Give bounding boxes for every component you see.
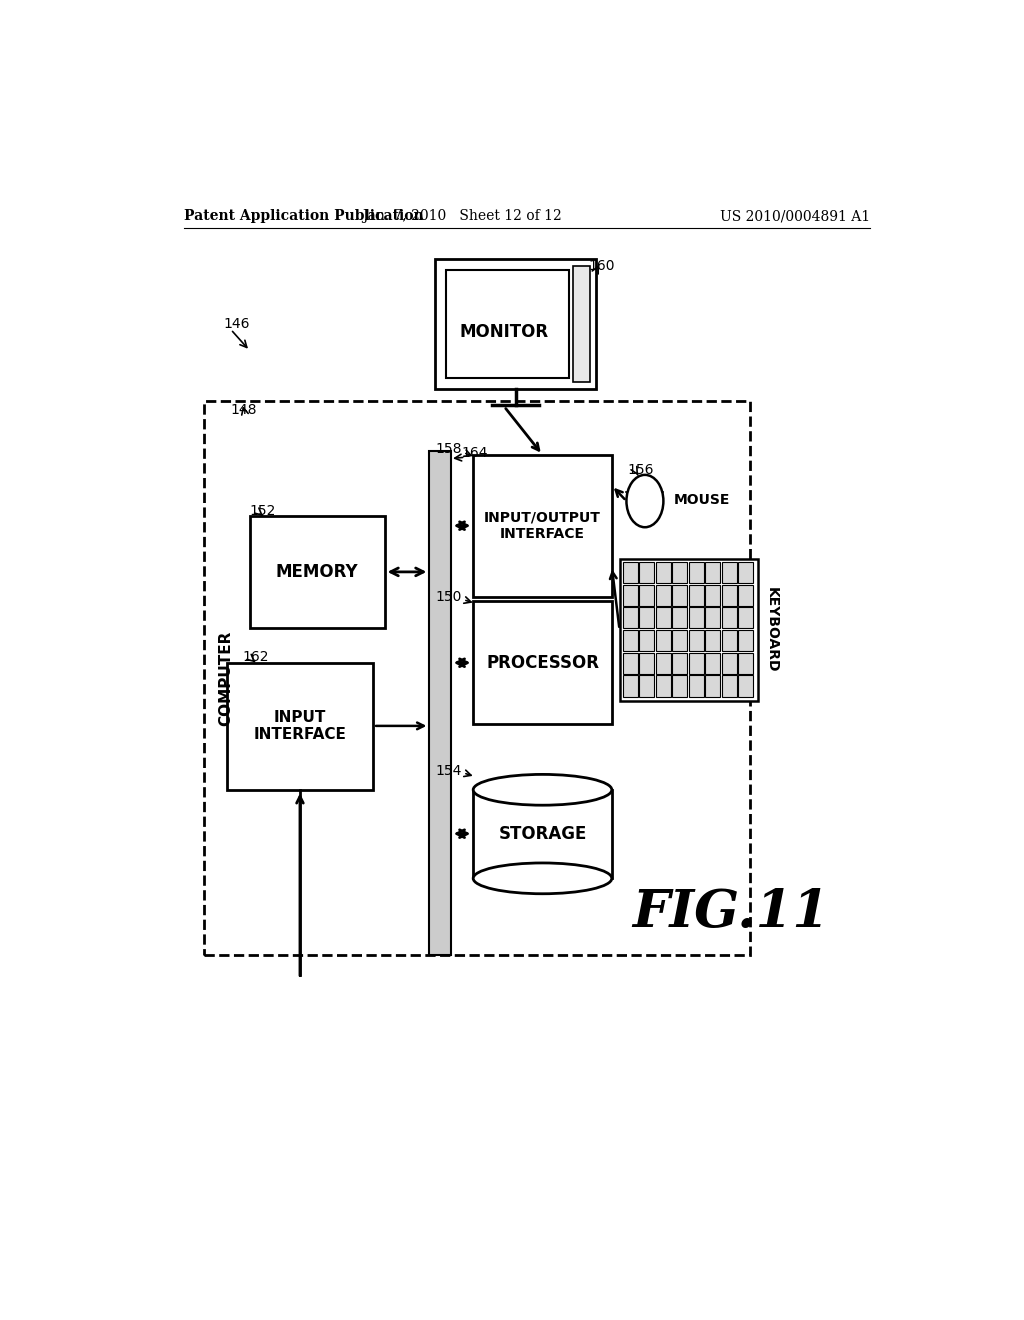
Bar — [672, 630, 687, 651]
Text: FIG.11: FIG.11 — [633, 887, 829, 939]
Text: 146: 146 — [223, 317, 250, 331]
Bar — [623, 607, 638, 628]
Bar — [226, 663, 373, 789]
Bar — [473, 601, 611, 725]
Text: INPUT/OUTPUT
INTERFACE: INPUT/OUTPUT INTERFACE — [484, 511, 601, 541]
Bar — [435, 259, 596, 389]
Text: MOUSE: MOUSE — [674, 492, 730, 507]
Bar — [738, 676, 754, 697]
Bar — [623, 676, 638, 697]
Bar — [623, 653, 638, 675]
Text: 152: 152 — [250, 504, 276, 517]
Bar — [655, 630, 671, 651]
Bar — [738, 607, 754, 628]
Bar — [655, 607, 671, 628]
Bar — [655, 676, 671, 697]
Bar — [639, 607, 654, 628]
Bar — [204, 401, 751, 956]
Bar — [706, 562, 720, 583]
Text: Jan. 7, 2010   Sheet 12 of 12: Jan. 7, 2010 Sheet 12 of 12 — [361, 209, 561, 223]
Ellipse shape — [473, 775, 611, 805]
Bar — [706, 676, 720, 697]
Bar — [573, 267, 590, 381]
Bar — [722, 676, 737, 697]
Bar — [738, 562, 754, 583]
Bar — [706, 585, 720, 606]
Text: 164: 164 — [462, 446, 488, 459]
Bar — [639, 653, 654, 675]
Text: 154: 154 — [435, 763, 462, 777]
Bar — [738, 585, 754, 606]
Bar — [722, 607, 737, 628]
Bar — [473, 789, 611, 878]
Bar — [722, 562, 737, 583]
Bar — [722, 585, 737, 606]
Bar — [655, 585, 671, 606]
Bar — [689, 607, 703, 628]
Bar — [672, 585, 687, 606]
Bar — [639, 676, 654, 697]
Bar — [639, 562, 654, 583]
Bar — [672, 562, 687, 583]
Bar — [722, 630, 737, 651]
Text: 148: 148 — [230, 403, 257, 417]
Ellipse shape — [627, 475, 664, 527]
Text: Patent Application Publication: Patent Application Publication — [184, 209, 424, 223]
Text: US 2010/0004891 A1: US 2010/0004891 A1 — [720, 209, 869, 223]
Bar — [250, 516, 385, 628]
Bar — [623, 562, 638, 583]
Text: 160: 160 — [589, 259, 615, 273]
Text: KEYBOARD: KEYBOARD — [765, 587, 779, 672]
Bar — [689, 630, 703, 651]
Bar — [738, 630, 754, 651]
Text: INPUT
INTERFACE: INPUT INTERFACE — [254, 710, 346, 742]
Text: 162: 162 — [243, 651, 268, 664]
Bar — [639, 630, 654, 651]
Text: MEMORY: MEMORY — [275, 562, 358, 581]
Text: MONITOR: MONITOR — [460, 322, 549, 341]
Text: COMPUTER: COMPUTER — [218, 631, 232, 726]
Bar — [738, 653, 754, 675]
Bar — [672, 676, 687, 697]
Text: 150: 150 — [435, 590, 462, 605]
Bar — [623, 585, 638, 606]
Bar — [722, 653, 737, 675]
Text: 158: 158 — [435, 442, 462, 457]
Bar — [655, 562, 671, 583]
Bar — [689, 653, 703, 675]
Text: STORAGE: STORAGE — [499, 825, 587, 842]
Ellipse shape — [473, 863, 611, 894]
Bar — [672, 607, 687, 628]
Bar — [639, 585, 654, 606]
Bar — [623, 630, 638, 651]
Bar — [706, 607, 720, 628]
Bar — [620, 558, 758, 701]
Bar — [706, 630, 720, 651]
Bar — [473, 455, 611, 598]
Bar — [689, 562, 703, 583]
Bar — [655, 653, 671, 675]
Text: 156: 156 — [628, 463, 653, 478]
Bar — [689, 585, 703, 606]
Bar — [672, 653, 687, 675]
Text: PROCESSOR: PROCESSOR — [486, 653, 599, 672]
Bar — [446, 271, 569, 378]
Bar — [429, 451, 451, 956]
Bar — [689, 676, 703, 697]
Bar — [706, 653, 720, 675]
